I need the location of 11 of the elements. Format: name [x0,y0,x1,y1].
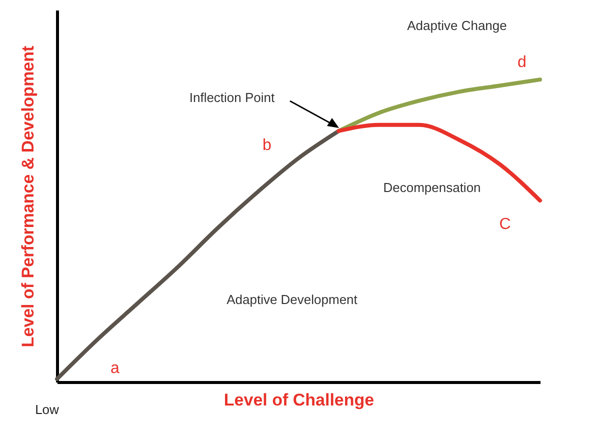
annotation: C [499,216,511,233]
x-axis-title: Level of Challenge [224,390,374,410]
annotation: Adaptive Development [226,292,358,307]
text: Low [35,402,60,417]
annotation: Decompensation [383,180,481,195]
text: d [518,54,526,71]
y-axis-title: Level of Performance & Development [18,45,38,348]
annotation: b [262,137,272,154]
annotation: a [110,360,120,377]
annotation: Inflection Point [189,90,276,105]
text: Adaptive Change [407,18,507,33]
